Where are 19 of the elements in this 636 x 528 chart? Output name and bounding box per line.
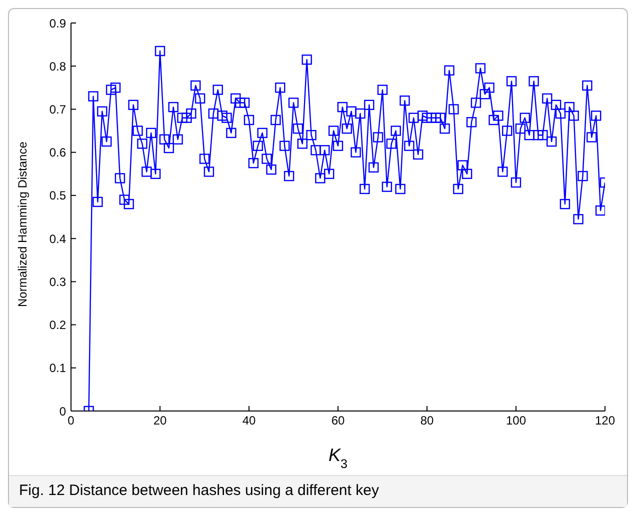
y-tick-label: 0.1 [49, 361, 66, 376]
y-tick-label: 0.8 [49, 59, 66, 74]
x-tick-label: 60 [331, 414, 345, 428]
y-tick-label: 0.6 [49, 146, 66, 160]
y-tick-label: 0.5 [49, 188, 66, 203]
x-tick-label: 80 [420, 414, 434, 428]
y-tick-label: 0.7 [49, 102, 66, 116]
y-tick-label: 0.2 [49, 318, 66, 332]
y-tick-label: 0.3 [49, 274, 66, 289]
x-tick-label: 20 [153, 414, 167, 428]
y-tick-label: 0.9 [49, 16, 66, 30]
x-tick-label: 120 [594, 414, 616, 428]
x-axis-title: K$_{3}$ [328, 445, 348, 471]
y-tick-label: 0 [59, 404, 66, 418]
y-tick-label: 0.4 [49, 232, 66, 246]
x-tick-label: 40 [242, 414, 256, 428]
y-axis-title: Normalized Hamming Distance [15, 141, 30, 307]
caption: Fig. 12 Distance between hashes using a different key [9, 475, 627, 507]
x-tick-label: 100 [506, 414, 526, 428]
